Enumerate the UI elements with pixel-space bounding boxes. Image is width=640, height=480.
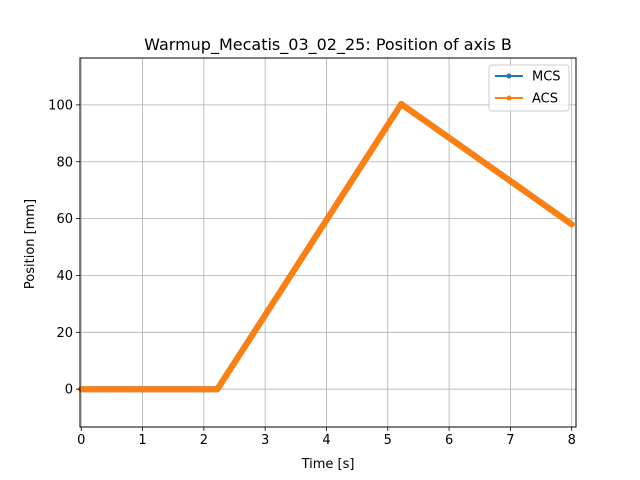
legend-label-acs: ACS: [532, 92, 558, 107]
x-tick-label: 0: [77, 433, 85, 448]
x-tick-label: 2: [200, 433, 208, 448]
data-point-acs: [568, 221, 575, 228]
y-tick-label: 0: [65, 383, 73, 398]
series-line-acs: [78, 101, 575, 393]
legend-marker-mcs: [506, 73, 512, 79]
x-tick-label: 3: [261, 433, 269, 448]
y-tick-label: 40: [56, 269, 73, 284]
series-acs: [78, 101, 575, 393]
legend-marker-acs: [506, 95, 512, 101]
axes-frame: [79, 57, 577, 428]
y-tick-label: 60: [56, 212, 73, 227]
x-tick-label: 6: [445, 433, 453, 448]
y-tick-label: 100: [48, 98, 73, 113]
x-tick-label: 1: [138, 433, 146, 448]
x-tick-label: 5: [384, 433, 392, 448]
data-point-acs: [214, 386, 221, 393]
y-tick-label: 80: [56, 155, 73, 170]
legend-label-mcs: MCS: [532, 70, 561, 85]
x-tick-label: 7: [506, 433, 514, 448]
series-layer: [78, 101, 575, 393]
grid-lines: [80, 58, 576, 427]
legend: MCS ACS: [488, 64, 570, 112]
y-axis-label: Position [mm]: [23, 199, 38, 289]
data-point-acs: [398, 101, 405, 108]
chart-title: Warmup_Mecatis_03_02_25: Position of axi…: [144, 35, 512, 55]
x-axis-label: Time [s]: [301, 457, 355, 472]
x-tick-label: 4: [322, 433, 330, 448]
x-tick-label: 8: [568, 433, 576, 448]
y-tick-label: 20: [56, 326, 73, 341]
